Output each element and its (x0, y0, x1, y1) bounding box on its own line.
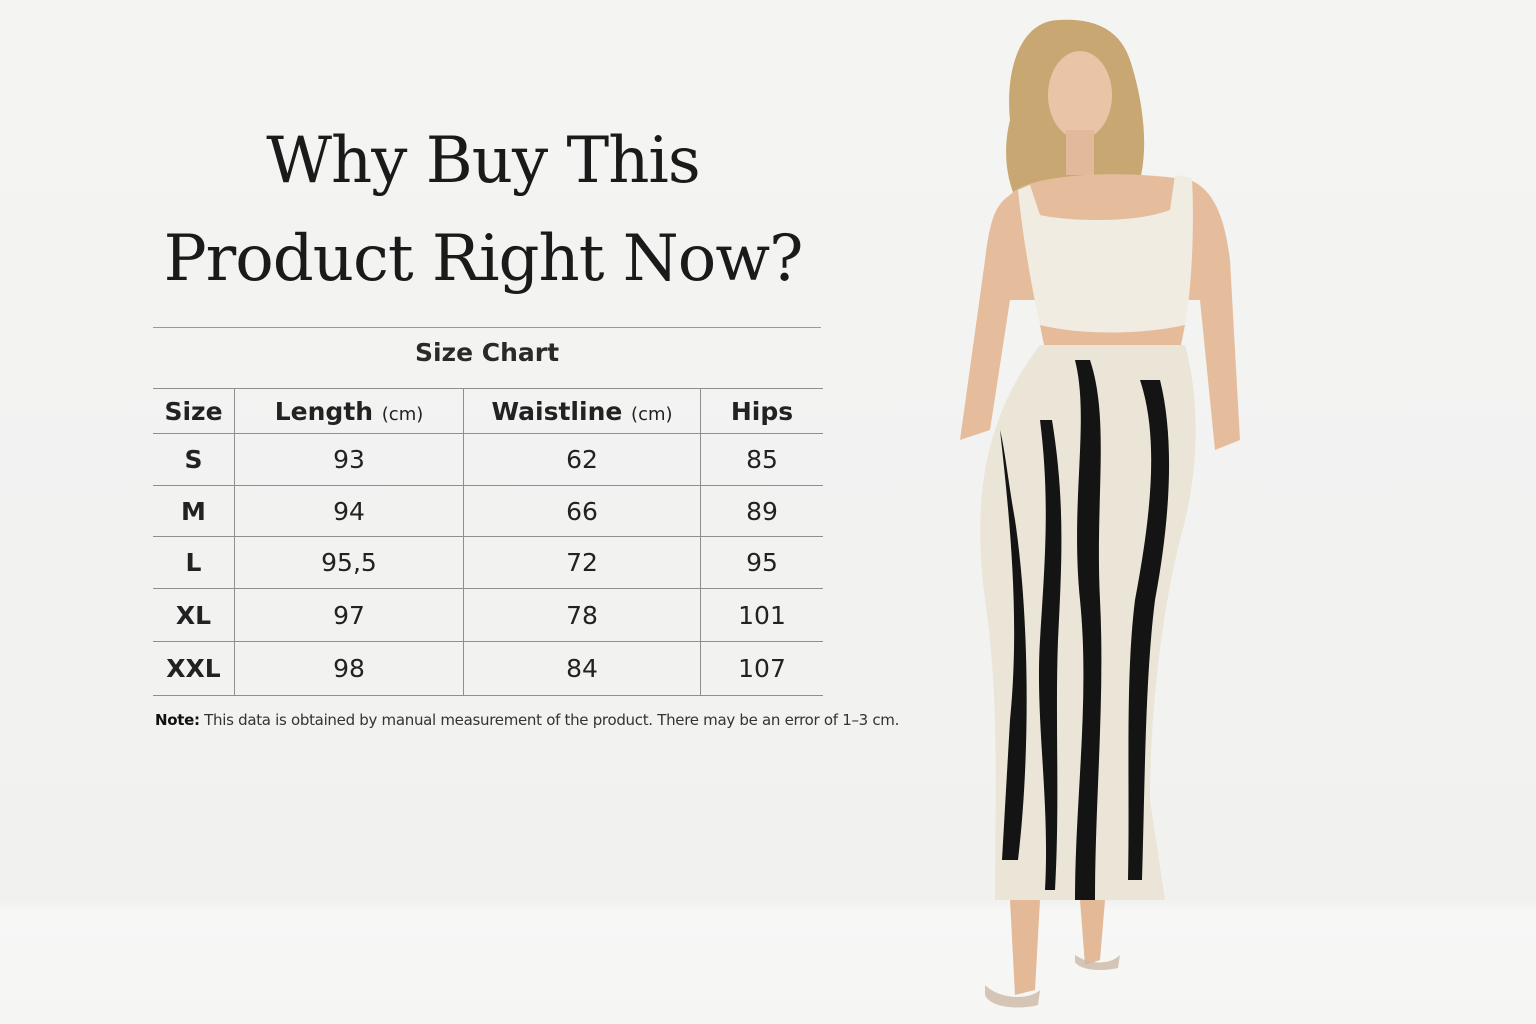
cell-waistline: 84 (463, 641, 701, 696)
model-shoes (985, 955, 1120, 1008)
headline-line-2: Product Right Now? (163, 222, 804, 296)
skirt-stripes (1000, 360, 1170, 900)
headline: Why Buy This Product Right Now? (100, 112, 866, 308)
table-row: XL 97 78 101 (153, 588, 823, 642)
cell-waistline: 72 (463, 536, 701, 589)
cell-hips: 107 (700, 641, 823, 696)
cell-hips: 85 (700, 433, 823, 486)
model-legs (1010, 900, 1105, 995)
header-length: Length (cm) (234, 388, 464, 434)
header-size: Size (153, 388, 235, 434)
cell-hips: 95 (700, 536, 823, 589)
cell-hips: 89 (700, 485, 823, 537)
size-chart-table: Size Length (cm) Waistline (cm) Hips S 9… (153, 388, 823, 696)
cell-length: 95,5 (234, 536, 464, 589)
cell-size: XXL (153, 641, 235, 696)
cell-waistline: 62 (463, 433, 701, 486)
cell-size: S (153, 433, 235, 486)
model-midriff (1040, 325, 1185, 350)
header-hips: Hips (700, 388, 823, 434)
headline-line-1: Why Buy This (266, 124, 700, 198)
model-photo (960, 19, 1240, 1008)
cell-size: M (153, 485, 235, 537)
cell-size: XL (153, 588, 235, 642)
table-row: XXL 98 84 107 (153, 641, 823, 696)
cell-hips: 101 (700, 588, 823, 642)
table-header-row: Size Length (cm) Waistline (cm) Hips (153, 388, 823, 434)
model-crop-top (1018, 175, 1193, 333)
cell-length: 98 (234, 641, 464, 696)
cell-length: 93 (234, 433, 464, 486)
cell-size: L (153, 536, 235, 589)
cell-length: 94 (234, 485, 464, 537)
header-waistline: Waistline (cm) (463, 388, 701, 434)
model-face (1048, 51, 1112, 139)
table-row: M 94 66 89 (153, 485, 823, 537)
cell-waistline: 66 (463, 485, 701, 537)
note-text: This data is obtained by manual measurem… (199, 711, 900, 729)
measurement-note: Note: This data is obtained by manual me… (155, 711, 899, 729)
model-neck (1066, 130, 1094, 175)
note-label: Note: (155, 711, 200, 729)
table-row: S 93 62 85 (153, 433, 823, 486)
cell-length: 97 (234, 588, 464, 642)
size-chart-title: Size Chart (414, 338, 560, 367)
table-row: L 95,5 72 95 (153, 536, 823, 589)
cell-waistline: 78 (463, 588, 701, 642)
divider (153, 327, 821, 328)
